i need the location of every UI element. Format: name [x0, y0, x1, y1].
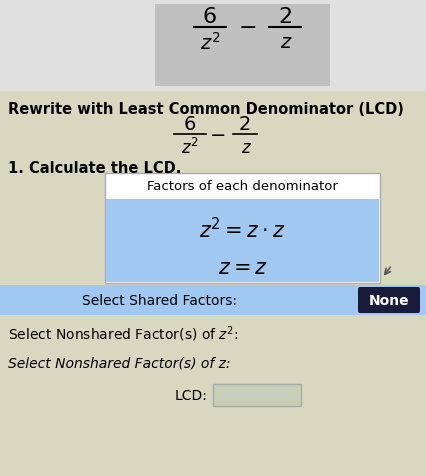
Text: 2: 2 [239, 115, 251, 134]
Text: −: − [239, 18, 257, 38]
Text: 1. Calculate the LCD.: 1. Calculate the LCD. [8, 161, 181, 176]
FancyBboxPatch shape [358, 288, 420, 313]
Bar [105, 174, 380, 283]
Bar [213, 384, 301, 406]
Text: $z^2$: $z^2$ [200, 32, 220, 54]
Text: −: − [210, 125, 226, 144]
Text: 2: 2 [278, 7, 292, 27]
Text: Select Shared Factors:: Select Shared Factors: [83, 293, 238, 307]
Bar [155, 5, 330, 87]
Bar [0, 92, 426, 476]
Text: None: None [368, 293, 409, 307]
Text: 6: 6 [184, 115, 196, 134]
Text: Rewrite with Least Common Denominator (LCD): Rewrite with Least Common Denominator (L… [8, 102, 404, 117]
Text: $z^2 = z \cdot z$: $z^2 = z \cdot z$ [199, 217, 286, 242]
Bar [0, 286, 426, 315]
Bar [106, 199, 379, 282]
Text: $z^2$: $z^2$ [181, 138, 199, 158]
Text: z: z [280, 33, 290, 52]
Bar [0, 0, 426, 92]
Text: LCD:: LCD: [175, 388, 208, 402]
Text: Factors of each denominator: Factors of each denominator [147, 180, 338, 193]
Text: Select Nonshared Factor(s) of z:: Select Nonshared Factor(s) of z: [8, 356, 230, 370]
Text: Select Nonshared Factor(s) of $z^2$:: Select Nonshared Factor(s) of $z^2$: [8, 324, 239, 343]
Text: 6: 6 [203, 7, 217, 27]
Text: $z = z$: $z = z$ [218, 258, 268, 278]
Text: z: z [241, 139, 249, 157]
